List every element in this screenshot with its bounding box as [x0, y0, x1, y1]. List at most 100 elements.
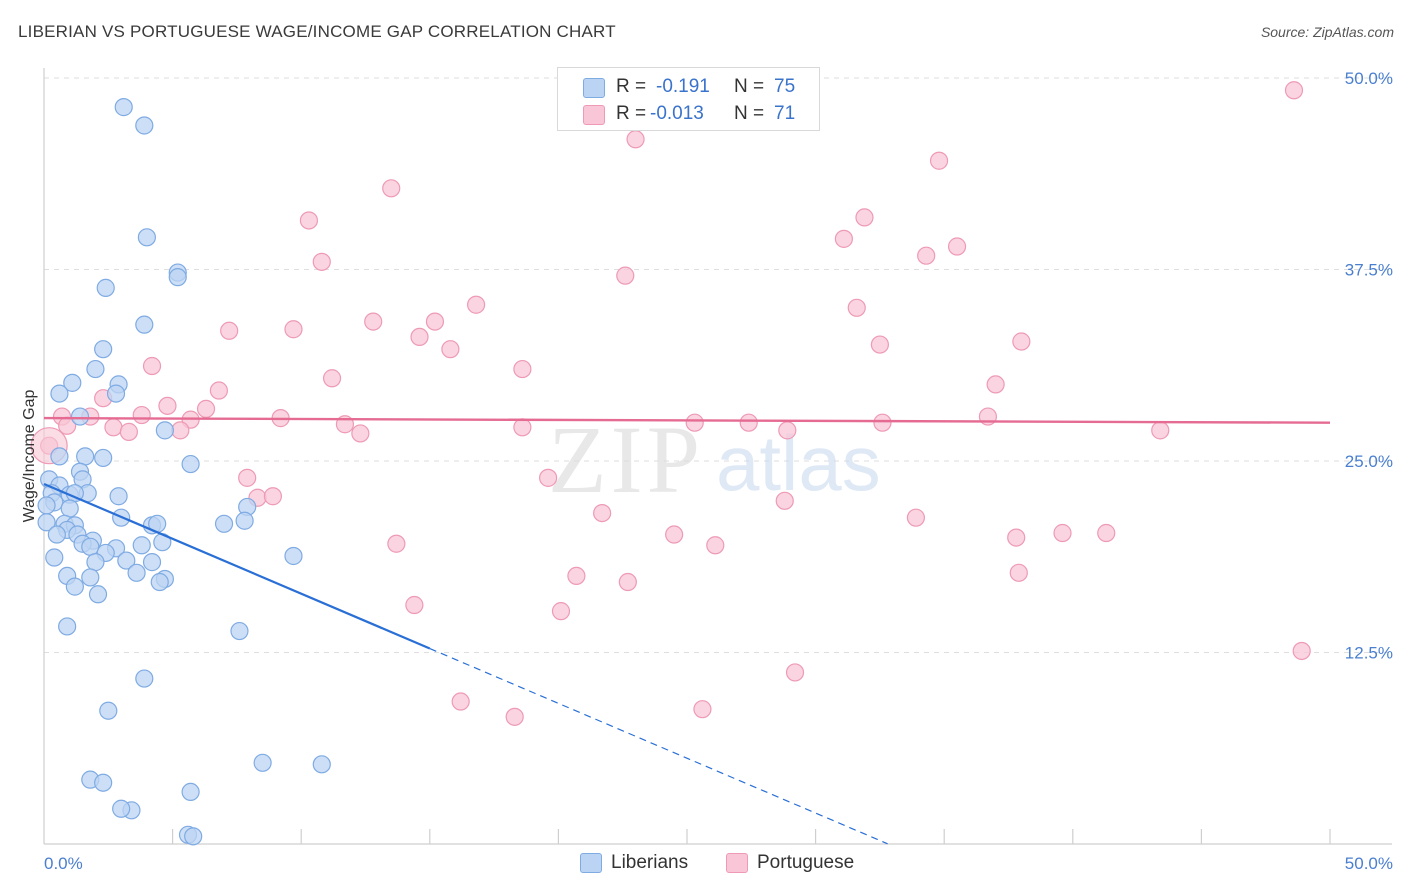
legend-r-label: R = — [616, 76, 647, 97]
liberian-points — [37, 98, 331, 846]
liberian-point — [312, 755, 331, 774]
liberians-legend-swatch — [580, 853, 602, 873]
liberian-point — [81, 537, 100, 556]
watermark: ZIP atlas — [548, 406, 881, 513]
liberian-point — [253, 753, 272, 772]
portuguese-point — [929, 151, 949, 170]
x-tick-label-min: 0.0% — [44, 854, 83, 873]
x-tick-label-max: 50.0% — [1345, 854, 1393, 873]
liberian-point — [135, 116, 154, 135]
watermark-atlas: atlas — [716, 419, 881, 507]
liberian-point — [181, 454, 200, 474]
y-tick-label: 12.5% — [1345, 644, 1393, 663]
y-tick-label: 37.5% — [1345, 261, 1393, 280]
portuguese-point — [834, 229, 853, 248]
legend-portuguese-n: 71 — [774, 103, 796, 124]
watermark-zip: ZIP — [548, 406, 704, 513]
portuguese-point — [425, 312, 445, 331]
liberian-point — [214, 514, 234, 533]
liberian-point — [99, 701, 118, 720]
portuguese-point — [785, 663, 805, 682]
portuguese-point — [364, 312, 383, 331]
portuguese-point — [593, 503, 612, 523]
liberian-point — [58, 617, 77, 636]
portuguese-point — [466, 295, 486, 314]
liberian-point — [70, 407, 90, 426]
portuguese-point — [382, 179, 401, 198]
portuguese-point — [1292, 641, 1311, 661]
liberians-legend-label: Liberians — [611, 852, 689, 873]
legend-row-liberians: R = -0.191 N = 75 — [558, 73, 819, 101]
portuguese-point — [1097, 523, 1116, 543]
portuguese-point — [142, 356, 162, 376]
liberian-point — [50, 384, 69, 403]
liberian-point — [127, 563, 146, 582]
portuguese-point — [196, 399, 216, 419]
portuguese-point — [873, 413, 892, 432]
portuguese-point — [917, 246, 936, 265]
portuguese-point — [441, 340, 460, 359]
liberian-point — [114, 98, 133, 117]
portuguese-point — [1007, 528, 1026, 547]
portuguese-point — [513, 359, 532, 379]
liberian-point — [168, 268, 187, 287]
liberian-point — [109, 487, 128, 506]
liberian-point — [76, 447, 95, 466]
liberian-point — [45, 548, 64, 567]
portuguese-point — [284, 320, 303, 339]
portuguese-point — [351, 424, 370, 443]
portuguese-point — [986, 375, 1005, 394]
portuguese-point — [505, 707, 524, 726]
portuguese-point — [906, 508, 926, 527]
legend-item-portuguese[interactable]: Portuguese — [726, 850, 876, 876]
x-axis-ticks — [172, 829, 1331, 844]
portuguese-point — [171, 421, 190, 440]
portuguese-point — [263, 487, 283, 506]
legend-r-label: R = — [616, 103, 647, 124]
liberian-point — [112, 799, 131, 818]
portuguese-point — [775, 491, 794, 510]
portuguese-point — [312, 252, 331, 271]
chart-title: LIBERIAN VS PORTUGUESE WAGE/INCOME GAP C… — [18, 22, 616, 41]
liberian-point — [60, 499, 79, 518]
portuguese-point — [870, 335, 890, 354]
y-tick-label: 25.0% — [1345, 452, 1393, 471]
portuguese-point — [626, 130, 645, 149]
liberian-point — [86, 359, 105, 379]
portuguese-point — [665, 525, 684, 544]
liberian-point — [37, 513, 56, 532]
liberians-trend-solid — [43, 482, 431, 650]
legend-item-liberians[interactable]: Liberians — [580, 850, 710, 876]
liberian-point — [235, 511, 254, 530]
portuguese-point — [1284, 81, 1304, 100]
portuguese-point — [618, 572, 637, 592]
portuguese-point — [1053, 523, 1072, 543]
portuguese-point — [387, 534, 406, 553]
portuguese-point — [567, 566, 586, 586]
liberians-swatch — [583, 78, 605, 98]
grid-lines — [44, 77, 1392, 653]
y-axis-title: Wage/Income Gap — [21, 390, 38, 523]
portuguese-point — [104, 418, 123, 437]
liberian-point — [230, 621, 249, 641]
liberian-point — [106, 384, 126, 403]
legend-row-portuguese: R = -0.013 N = 71 — [558, 100, 819, 128]
legend-portuguese-r: -0.013 — [650, 103, 704, 124]
portuguese-point — [847, 298, 866, 317]
correlation-legend: R = -0.191 N = 75 R = -0.013 N = 71 — [557, 67, 820, 131]
liberian-point — [137, 228, 156, 247]
liberian-point — [155, 421, 174, 440]
liberian-point — [94, 773, 113, 792]
trend-lines — [43, 416, 1331, 845]
legend-liberians-r: -0.191 — [656, 76, 710, 97]
portuguese-point — [238, 468, 257, 487]
liberian-point — [184, 827, 203, 846]
portuguese-point — [855, 208, 874, 227]
portuguese-point — [158, 396, 177, 415]
liberian-point — [135, 315, 154, 334]
portuguese-point — [132, 405, 151, 425]
portuguese-point — [1151, 421, 1170, 440]
portuguese-point — [209, 381, 228, 400]
y-tick-labels: 12.5% 25.0% 37.5% 50.0% — [1345, 69, 1393, 663]
